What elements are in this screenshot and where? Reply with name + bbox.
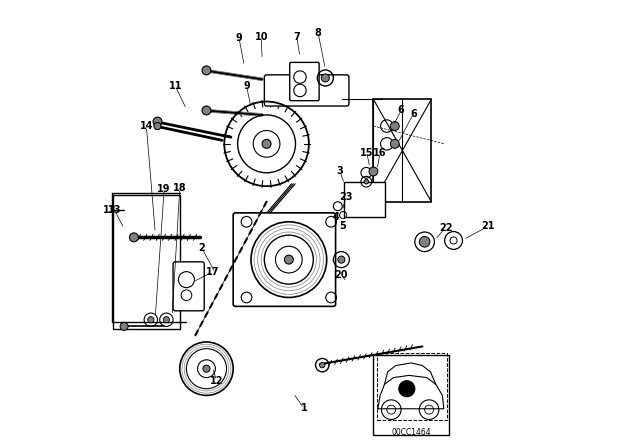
FancyBboxPatch shape bbox=[290, 62, 319, 101]
Text: 1: 1 bbox=[301, 403, 307, 414]
Text: 15: 15 bbox=[360, 148, 374, 158]
Text: 9: 9 bbox=[236, 33, 243, 43]
FancyBboxPatch shape bbox=[264, 75, 349, 106]
Circle shape bbox=[120, 323, 128, 331]
Circle shape bbox=[154, 122, 161, 129]
Circle shape bbox=[390, 139, 399, 148]
FancyBboxPatch shape bbox=[173, 262, 204, 311]
Text: 13: 13 bbox=[108, 205, 121, 215]
Circle shape bbox=[202, 66, 211, 75]
Circle shape bbox=[284, 255, 293, 264]
Text: 3: 3 bbox=[336, 166, 343, 176]
Circle shape bbox=[202, 106, 211, 115]
Text: 13: 13 bbox=[103, 205, 116, 215]
Text: 9: 9 bbox=[243, 81, 250, 91]
Circle shape bbox=[129, 233, 138, 242]
Text: 11: 11 bbox=[168, 81, 182, 91]
Text: 4: 4 bbox=[332, 212, 339, 222]
Text: 19: 19 bbox=[157, 184, 171, 194]
Text: 23: 23 bbox=[339, 192, 353, 202]
Text: 21: 21 bbox=[481, 221, 495, 231]
Text: 18: 18 bbox=[173, 183, 187, 194]
Circle shape bbox=[163, 317, 170, 323]
Text: 14: 14 bbox=[140, 121, 153, 131]
Text: 6: 6 bbox=[410, 108, 417, 119]
Text: 20: 20 bbox=[335, 270, 348, 280]
Circle shape bbox=[321, 74, 330, 82]
Text: 12: 12 bbox=[210, 376, 223, 386]
Circle shape bbox=[364, 180, 369, 184]
FancyBboxPatch shape bbox=[344, 182, 385, 217]
Circle shape bbox=[399, 381, 415, 397]
FancyBboxPatch shape bbox=[113, 195, 180, 329]
Circle shape bbox=[262, 139, 271, 148]
Text: 10: 10 bbox=[255, 32, 268, 42]
FancyBboxPatch shape bbox=[373, 355, 449, 435]
Text: 16: 16 bbox=[373, 148, 387, 158]
Circle shape bbox=[419, 237, 430, 247]
Circle shape bbox=[390, 121, 399, 130]
Circle shape bbox=[338, 256, 345, 263]
Text: 00CC1464: 00CC1464 bbox=[392, 428, 431, 437]
Circle shape bbox=[153, 117, 162, 126]
Text: 6: 6 bbox=[397, 105, 404, 116]
Text: 17: 17 bbox=[205, 267, 219, 277]
Circle shape bbox=[148, 317, 154, 323]
Text: 22: 22 bbox=[439, 223, 452, 233]
Text: 5: 5 bbox=[339, 221, 346, 231]
Circle shape bbox=[319, 362, 325, 368]
Text: 8: 8 bbox=[315, 28, 322, 39]
Circle shape bbox=[369, 167, 378, 176]
Circle shape bbox=[296, 84, 305, 93]
FancyBboxPatch shape bbox=[233, 213, 335, 306]
Circle shape bbox=[203, 365, 210, 372]
Text: 2: 2 bbox=[198, 243, 205, 254]
Text: 7: 7 bbox=[294, 32, 300, 42]
